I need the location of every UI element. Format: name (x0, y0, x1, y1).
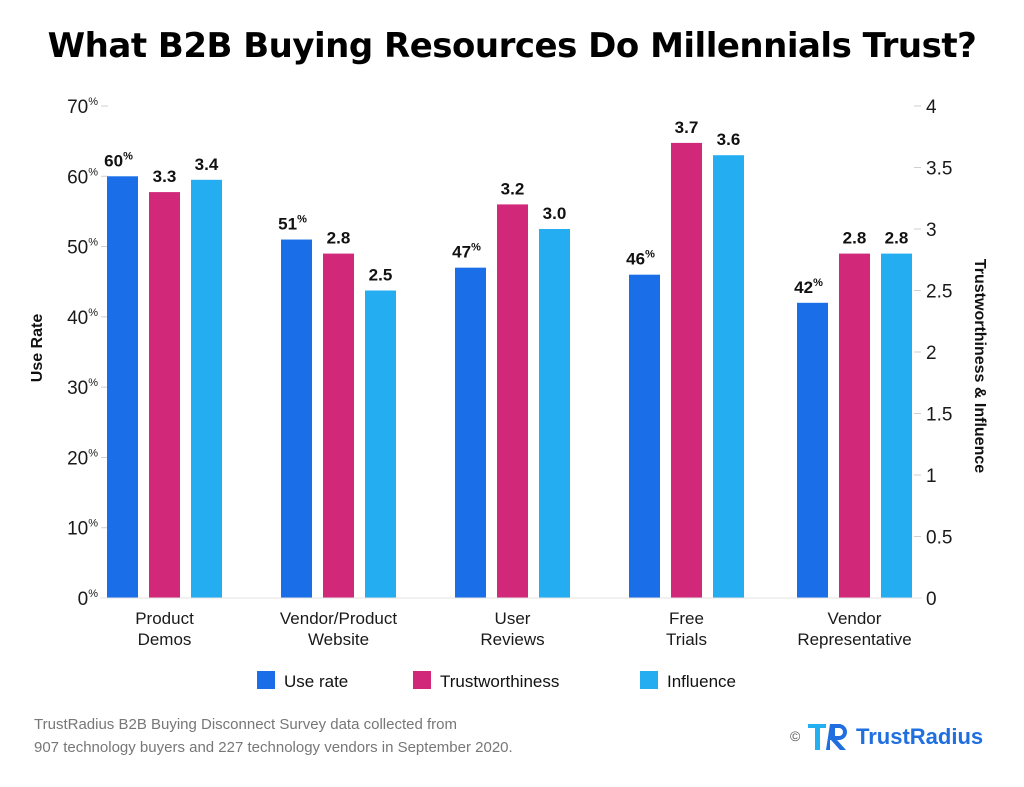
data-label: 3.4 (195, 155, 219, 174)
bar-trustworthiness (149, 192, 180, 598)
chart-title: What B2B Buying Resources Do Millennials… (48, 26, 977, 66)
category-label: User Reviews (480, 609, 544, 649)
y-right-tick-label: 2.5 (926, 282, 952, 303)
category-labels: Product Demos Vendor/Product Website User Rev… (135, 609, 911, 649)
bar-influence (713, 155, 744, 598)
legend-label: Use rate (284, 672, 348, 691)
bar-trustworthiness (323, 253, 354, 598)
brand-name: TrustRadius (856, 724, 983, 749)
bar-influence (191, 179, 222, 599)
data-label: 3.7 (675, 118, 699, 137)
footnote-line-1: TrustRadius B2B Buying Disconnect Survey… (34, 716, 457, 733)
y-left-tick-label: 40% (67, 307, 98, 329)
data-label: 2.5 (369, 266, 393, 285)
bar-trustworthiness (671, 142, 702, 598)
y-right-axis-label: Trustworthiness & Influence (971, 259, 988, 473)
legend-swatch (257, 671, 275, 689)
y-left-tick-label: 70% (67, 96, 98, 118)
y-left-tick-label: 60% (67, 166, 98, 188)
y-left-tick-label: 0% (78, 588, 99, 610)
brand-logo: © TrustRadius (790, 724, 983, 750)
bar-trustworthiness (497, 204, 528, 598)
bar-trustworthiness (839, 253, 870, 598)
bar-influence (365, 290, 396, 598)
y-right-tick-label: 0 (926, 589, 937, 610)
category-label: Vendor Representative (797, 609, 911, 649)
data-label: 2.8 (843, 229, 867, 248)
data-label: 3.0 (543, 204, 567, 223)
y-left-tick-label: 20% (67, 447, 98, 469)
data-label: 3.6 (717, 130, 741, 149)
bar-use-rate (281, 239, 312, 599)
trustradius-mark-icon (808, 724, 847, 750)
legend-label: Trustworthiness (440, 672, 559, 691)
bar-use-rate (455, 267, 486, 598)
data-label: 2.8 (885, 229, 909, 248)
data-label: 42% (794, 277, 823, 297)
bar-influence (539, 229, 570, 598)
legend-label: Influence (667, 672, 736, 691)
bar-use-rate (629, 274, 660, 598)
data-label: 3.3 (153, 167, 177, 186)
bars: 60% 3.3 3.4 51% 2.8 2.5 47% 3.2 3.0 46% 3.7 3.6 42% 2… (104, 118, 912, 599)
y-right-tick-label: 3 (926, 220, 937, 241)
data-label: 46% (626, 249, 655, 269)
right-axis: 0 0.5 1 1.5 2 2.5 3 3.5 4 (914, 97, 952, 610)
bar-use-rate (107, 176, 138, 599)
category-label: Vendor/Product Website (280, 609, 397, 649)
y-right-tick-label: 2 (926, 343, 937, 364)
category-label: Product Demos (135, 609, 194, 649)
data-label: 47% (452, 242, 481, 262)
data-label: 2.8 (327, 229, 351, 248)
y-right-tick-label: 3.5 (926, 159, 952, 180)
legend-swatch (413, 671, 431, 689)
y-right-tick-label: 4 (926, 97, 937, 118)
y-right-tick-label: 0.5 (926, 528, 952, 549)
data-label: 51% (278, 214, 307, 234)
y-left-axis-label: Use Rate (29, 314, 46, 383)
y-right-tick-label: 1.5 (926, 405, 952, 426)
category-label: Free Trials (666, 609, 707, 649)
bar-use-rate (797, 302, 828, 598)
data-label: 3.2 (501, 179, 525, 198)
legend-swatch (640, 671, 658, 689)
data-label: 60% (104, 150, 133, 170)
y-right-tick-label: 1 (926, 466, 937, 487)
legend: Use rate Trustworthiness Influence (257, 671, 736, 691)
y-left-tick-label: 50% (67, 237, 98, 259)
y-left-tick-label: 10% (67, 518, 98, 540)
y-left-tick-label: 30% (67, 377, 98, 399)
left-axis: 0% 10% 20% 30% 40% 50% 60% 70% (67, 96, 108, 610)
footnote-line-2: 907 technology buyers and 227 technology… (34, 739, 513, 756)
copyright-symbol: © (790, 728, 801, 744)
bar-influence (881, 253, 912, 598)
